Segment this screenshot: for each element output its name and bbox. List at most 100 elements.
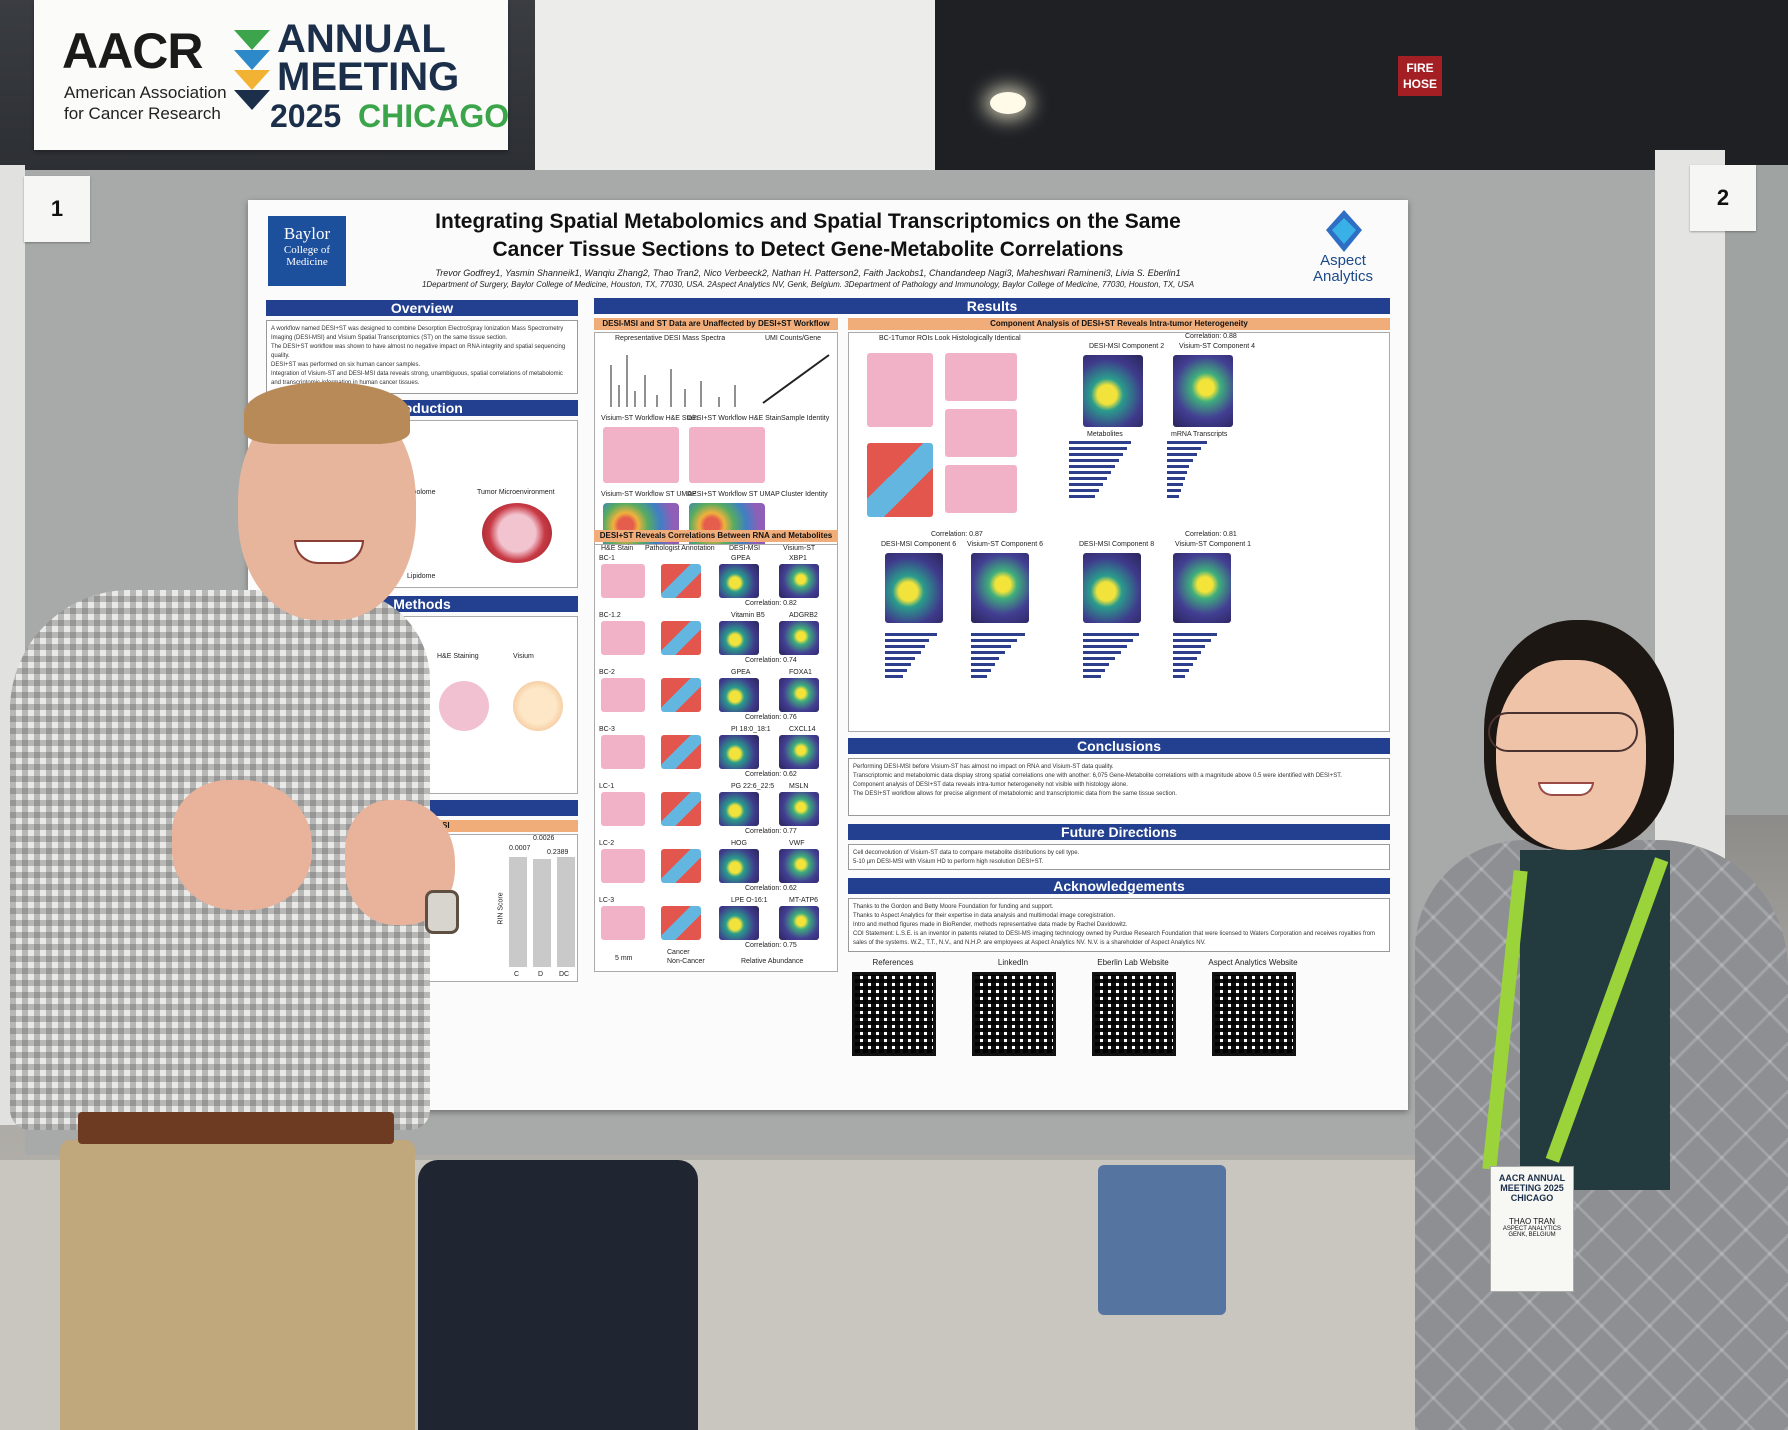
woman-face: [1496, 660, 1646, 850]
overview-item: The DESI+ST workflow was shown to have a…: [271, 344, 566, 359]
baylor-logo-line3: Medicine: [286, 256, 328, 268]
methods-label-he-staining: H&E Staining: [437, 653, 479, 660]
corr-row-desi-map: [719, 621, 759, 655]
section-overview-header: Overview: [266, 300, 578, 316]
corr-row-metabolite: LPE O-16:1: [731, 897, 768, 904]
overview-item: DESI+ST was performed on six human cance…: [271, 362, 421, 368]
rin-axis-label: RIN Score: [497, 892, 505, 925]
rin-pvalue: 0.2389: [547, 849, 569, 856]
corr-row-correlation: Correlation: 0.82: [745, 600, 797, 607]
visium-component-6-map: [971, 553, 1029, 623]
section-results-header: Results: [594, 298, 1390, 314]
corr-row-correlation: Correlation: 0.62: [745, 771, 797, 778]
corr-row-visium-map: [779, 849, 819, 883]
corr-row-sample: BC-1.2: [599, 612, 621, 619]
corr-row-gene: ADGRB2: [789, 612, 818, 619]
corr-row-sample: BC-2: [599, 669, 615, 676]
roi-label: BC-1Tumor ROIs Look Histologically Ident…: [879, 335, 1021, 342]
metabolite-loadings: [1083, 633, 1163, 681]
poster-title-line1: Integrating Spatial Metabolomics and Spa…: [435, 210, 1181, 233]
overview-item: A workflow named DESI+ST was designed to…: [271, 326, 564, 341]
poster-authors: Trevor Godfrey1, Yasmin Shanneik1, Wanqi…: [435, 268, 1181, 278]
corr-row-gene: FOXA1: [789, 669, 812, 676]
corr-row-annotation-image: [661, 621, 701, 655]
visium-umap-label: Visium-ST Workflow ST UMAP: [601, 491, 697, 498]
aspect-logo-line1: Aspect: [1320, 252, 1366, 269]
methods-label-visium: Visium: [513, 653, 534, 660]
aspect-logo-line2: Analytics: [1312, 268, 1374, 285]
corr-row-desi-map: [719, 678, 759, 712]
corr-row-he-image: [601, 792, 645, 826]
roi-zoom-image: [945, 409, 1017, 457]
woman-smile: [1538, 782, 1594, 796]
banner-meeting: MEETING: [277, 55, 460, 99]
mrna-loadings: [1173, 633, 1253, 681]
man-belt: [78, 1112, 394, 1144]
corr-row-correlation: Correlation: 0.76: [745, 714, 797, 721]
desi-component-2-label: DESI-MSI Component 2: [1089, 343, 1165, 350]
corr-row-he-image: [601, 621, 645, 655]
annual-meeting-logo-icon: [234, 30, 270, 110]
section-future-header: Future Directions: [848, 824, 1390, 840]
qr-code-icon[interactable]: [972, 972, 1056, 1056]
white-column: [535, 0, 935, 175]
visium-he-label: Visium-ST Workflow H&E Stain: [601, 415, 698, 422]
corr-row-sample: BC-1: [599, 555, 615, 562]
baylor-logo-line2: College of: [283, 244, 331, 256]
corr-row-visium-map: [779, 735, 819, 769]
corr-column-label: DESI-MSI: [729, 545, 761, 552]
mid-correlation-left: Correlation: 0.87: [931, 531, 983, 538]
section-conclusions-header: Conclusions: [848, 738, 1390, 754]
mrna-label: mRNA Transcripts: [1171, 431, 1228, 438]
desist-he-image: [689, 427, 765, 483]
qr-label-eberlin-lab: Eberlin Lab Website: [1097, 958, 1169, 967]
corr-row-sample: LC-2: [599, 840, 615, 847]
conclusions-box: Performing DESI-MSI before Visium-ST has…: [848, 758, 1390, 816]
cluster-identity-label: Cluster Identity: [781, 491, 828, 498]
rin-pvalue: 0.0026: [533, 835, 555, 842]
aacr-org-line1: American Association: [64, 83, 227, 102]
metabolites-label: Metabolites: [1087, 431, 1123, 438]
qr-code-icon[interactable]: [1092, 972, 1176, 1056]
visium-component-4-map: [1173, 355, 1233, 427]
corr-row-desi-map: [719, 792, 759, 826]
corr-row-gene: XBP1: [789, 555, 807, 562]
qr-code-icon[interactable]: [852, 972, 936, 1056]
corr-row-desi-map: [719, 849, 759, 883]
mrna-loadings: [971, 633, 1051, 681]
mass-spectra-plot: [610, 355, 736, 407]
desi-component-2-map: [1083, 355, 1143, 427]
future-item: 5-10 µm DESI-MSI with Visium HD to perfo…: [853, 859, 1044, 865]
corr-row-metabolite: HOG: [731, 840, 747, 847]
background-person: [418, 1160, 698, 1430]
baylor-logo: Baylor College of Medicine: [268, 216, 346, 286]
banner-city: CHICAGO: [358, 98, 510, 134]
corr-row-metabolite: GPEA: [731, 555, 751, 562]
banner-annual: ANNUAL: [277, 17, 446, 61]
intro-label-lipidome: Lipidome: [407, 573, 436, 580]
corr-row-visium-map: [779, 564, 819, 598]
qr-code-icon[interactable]: [1212, 972, 1296, 1056]
aacr-org-line2: for Cancer Research: [64, 104, 221, 123]
he-section-image: [439, 681, 489, 731]
tumor-illustration: [482, 503, 552, 563]
thumbs-up-left-hand: [172, 780, 312, 910]
man-hair: [244, 382, 410, 444]
qr-label-linkedin: LinkedIn: [997, 958, 1029, 967]
corr-row-metabolite: Vitamin B5: [731, 612, 765, 619]
corr-row-correlation: Correlation: 0.62: [745, 885, 797, 892]
poster-board-adjacent: [1725, 165, 1788, 815]
wristwatch-icon: [425, 890, 459, 934]
mrna-loadings: [1167, 441, 1247, 501]
corr-column-label: Visium-ST: [783, 545, 816, 552]
legend-relative-abundance: Relative Abundance: [741, 958, 804, 965]
aacr-logo-text: AACR: [62, 23, 203, 79]
acknowledgement-item: Intro and method figures made in BioRend…: [853, 922, 1128, 928]
badge-name: THAO TRAN: [1508, 1217, 1556, 1226]
corr-row-visium-map: [779, 621, 819, 655]
corr-row-annotation-image: [661, 564, 701, 598]
poster-title-line2: Cancer Tissue Sections to Detect Gene-Me…: [492, 238, 1124, 261]
rin-bar: [509, 857, 527, 967]
corr-row-annotation-image: [661, 735, 701, 769]
corr-row-metabolite: PI 18:0_18:1: [731, 726, 771, 733]
